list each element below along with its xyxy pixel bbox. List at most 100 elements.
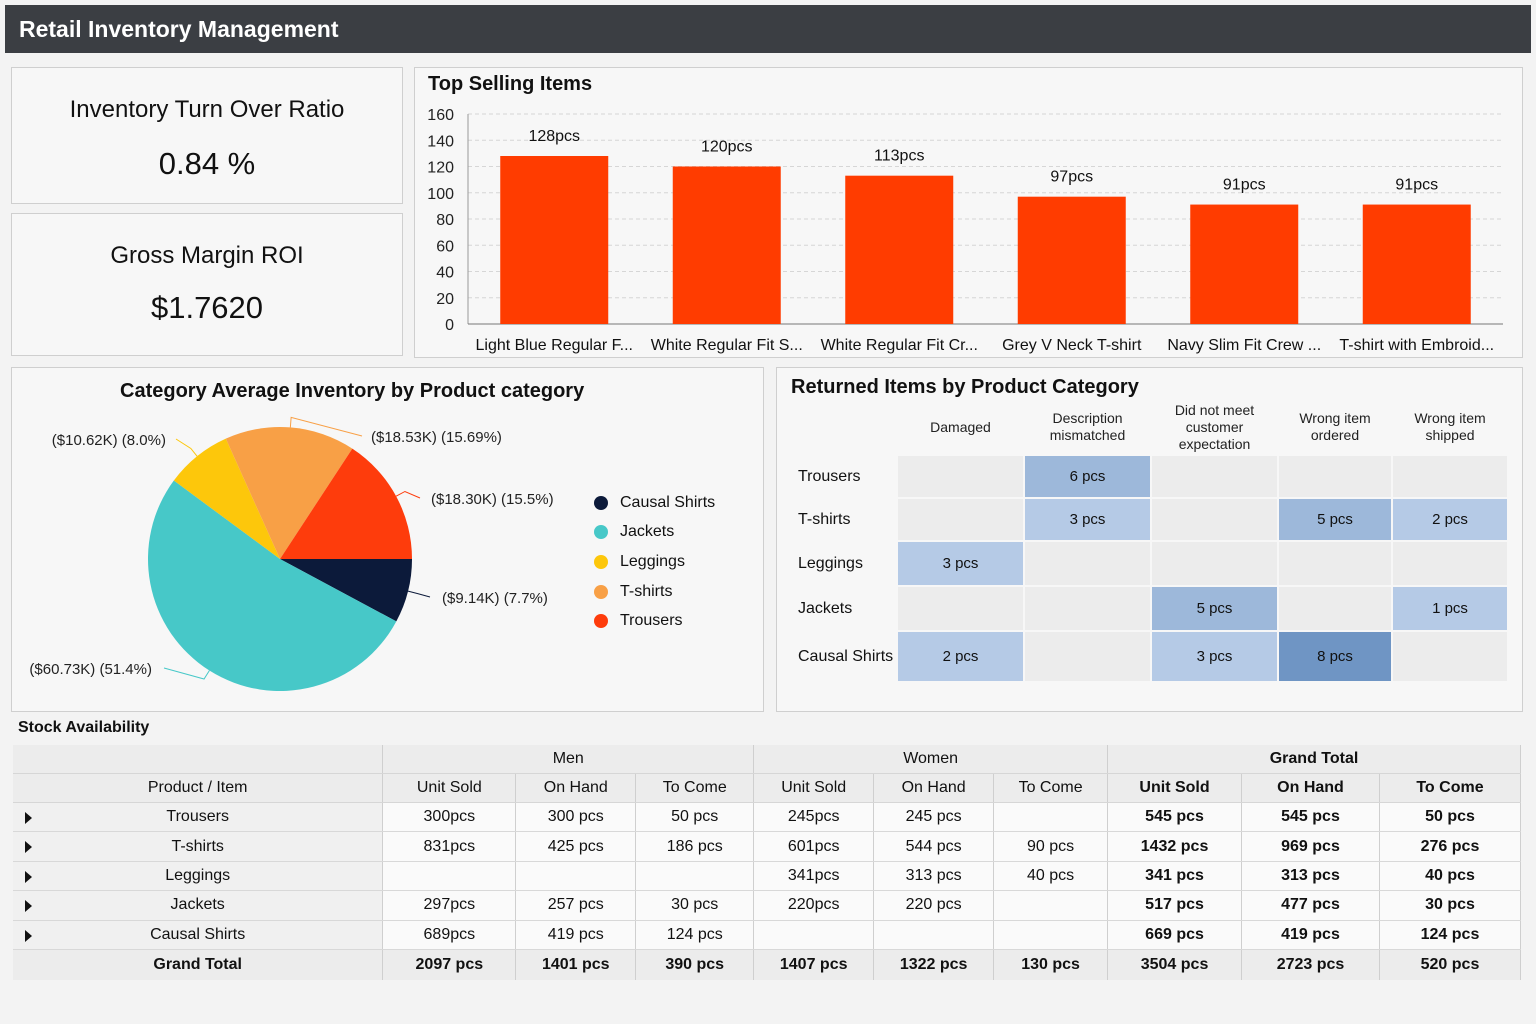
- legend-label: T-shirts: [620, 582, 673, 600]
- heatmap-cell: [1152, 542, 1277, 585]
- kpi-turnover-value: 0.84 %: [158, 146, 256, 181]
- product-cell: Jackets: [13, 890, 384, 921]
- stock-availability-table: Men Women Grand Total Product / Item Uni…: [13, 745, 1522, 980]
- heatmap-cell: [1025, 587, 1150, 630]
- table-cell: [382, 861, 517, 892]
- total-cell: 520 pcs: [1379, 948, 1522, 980]
- table-cell: 297pcs: [382, 890, 517, 921]
- product-name: Jackets: [170, 896, 225, 914]
- heatmap-cell: 1 pcs: [1393, 587, 1507, 630]
- table-row: Causal Shirts 689pcs 419 pcs 124 pcs 669 pcs…: [13, 920, 1522, 950]
- heatmap-cell: [1152, 456, 1277, 497]
- table-cell: 969 pcs: [1241, 831, 1380, 862]
- expand-row-icon[interactable]: [25, 812, 32, 824]
- total-cell: 1407 pcs: [753, 948, 875, 980]
- table-cell: 40 pcs: [1379, 861, 1522, 892]
- women-unit-sold-header: Unit Sold: [753, 773, 875, 803]
- table-row: Trousers 300pcs 300 pcs 50 pcs 245pcs 245 pcs…: [13, 802, 1522, 833]
- table-cell: [993, 920, 1109, 950]
- heatmap-cell: [1393, 632, 1507, 681]
- table-cell: [515, 861, 637, 892]
- heatmap-row-label: Jackets: [798, 599, 853, 617]
- heatmap-row: Leggings 3 pcs: [792, 542, 1507, 585]
- table-cell: 419 pcs: [515, 920, 637, 950]
- product-cell: T-shirts: [13, 831, 384, 862]
- table-cell: 40 pcs: [993, 861, 1109, 892]
- app-title: Retail Inventory Management: [5, 5, 1531, 53]
- table-cell: 30 pcs: [1379, 890, 1522, 921]
- expand-row-icon[interactable]: [25, 870, 32, 883]
- table-cell: [873, 920, 995, 950]
- total-cell: 1401 pcs: [515, 948, 637, 980]
- legend-item[interactable]: T-shirts: [594, 577, 715, 607]
- table-cell: [753, 920, 875, 950]
- heatmap-row: Causal Shirts 2 pcs 3 pcs 8 pcs: [792, 632, 1507, 681]
- table-cell: 545 pcs: [1107, 802, 1243, 833]
- heatmap-cell: 5 pcs: [1152, 587, 1277, 630]
- table-cell: 245pcs: [753, 802, 875, 833]
- heatmap-column-header: Damaged: [930, 418, 991, 435]
- heatmap-cell: [1025, 632, 1150, 681]
- legend-item[interactable]: Trousers: [594, 606, 715, 636]
- top-selling-panel: [414, 67, 1523, 358]
- table-cell: 313 pcs: [1241, 861, 1380, 892]
- table-cell: 257 pcs: [515, 890, 637, 921]
- heatmap-cell: [1279, 456, 1391, 497]
- heatmap-cell: 2 pcs: [1393, 499, 1507, 540]
- legend-swatch: [594, 554, 608, 569]
- heatmap-cell: 3 pcs: [1025, 499, 1150, 540]
- legend-label: Leggings: [620, 552, 685, 570]
- legend-item[interactable]: Jackets: [594, 518, 715, 548]
- kpi-gmroi-value: $1.7620: [150, 290, 264, 325]
- table-cell: 419 pcs: [1241, 920, 1380, 950]
- legend-item[interactable]: Causal Shirts: [594, 488, 715, 518]
- group-men: Men: [382, 745, 755, 774]
- table-cell: 669 pcs: [1107, 920, 1243, 950]
- pie-legend: Causal Shirts Jackets Leggings T-shirts Trou…: [594, 488, 715, 636]
- men-on-hand-header: On Hand: [515, 773, 637, 803]
- legend-swatch: [594, 525, 608, 540]
- heatmap-cell: [898, 456, 1023, 497]
- group-grand-total: Grand Total: [1107, 745, 1521, 774]
- heatmap-row: Jackets 5 pcs 1 pcs: [792, 587, 1507, 630]
- stock-title: Stock Availability: [18, 719, 150, 736]
- heatmap-column-header: Wrong item ordered: [1299, 410, 1371, 443]
- table-cell: 545 pcs: [1241, 802, 1380, 833]
- heatmap-cell: 6 pcs: [1025, 456, 1150, 497]
- total-cell: 2097 pcs: [382, 948, 517, 980]
- table-cell: 1432 pcs: [1107, 831, 1243, 862]
- heatmap-cell: [898, 587, 1023, 630]
- expand-row-icon[interactable]: [25, 841, 32, 854]
- grand-total-label: Grand Total: [13, 948, 384, 980]
- heatmap-title: Returned Items by Product Category: [791, 376, 1139, 398]
- product-name: T-shirts: [171, 837, 224, 855]
- legend-swatch: [594, 614, 608, 629]
- heatmap-row-label: Causal Shirts: [798, 647, 894, 665]
- heatmap-cell: 5 pcs: [1279, 499, 1391, 540]
- expand-row-icon[interactable]: [25, 900, 32, 913]
- expand-row-icon[interactable]: [25, 929, 32, 942]
- heatmap-cell: [1279, 587, 1391, 630]
- heatmap-row-label: Leggings: [798, 554, 863, 572]
- heatmap-cell: [1279, 542, 1391, 585]
- heatmap-cell: 8 pcs: [1279, 632, 1391, 681]
- table-cell: 689pcs: [382, 920, 517, 950]
- total-cell: 1322 pcs: [873, 948, 995, 980]
- heatmap-cell: [1025, 542, 1150, 585]
- table-cell: 50 pcs: [1379, 802, 1522, 833]
- table-cell: 30 pcs: [635, 890, 755, 921]
- table-cell: 50 pcs: [635, 802, 755, 833]
- kpi-turnover-card: Inventory Turn Over Ratio 0.84 %: [11, 67, 403, 204]
- legend-swatch: [594, 495, 608, 510]
- heatmap-cell: [1393, 542, 1507, 585]
- legend-swatch: [594, 584, 608, 599]
- legend-item[interactable]: Leggings: [594, 547, 715, 577]
- table-cell: 245 pcs: [873, 802, 995, 833]
- heatmap-column-header: Wrong item shipped: [1414, 410, 1486, 443]
- product-cell: Leggings: [13, 861, 384, 892]
- pie-chart-title: Category Average Inventory by Product ca…: [120, 380, 585, 402]
- stock-corner: [13, 745, 384, 774]
- table-cell: 831pcs: [382, 831, 517, 862]
- kpi-gmroi-card: Gross Margin ROI $1.7620: [11, 213, 403, 356]
- table-cell: 220pcs: [753, 890, 875, 921]
